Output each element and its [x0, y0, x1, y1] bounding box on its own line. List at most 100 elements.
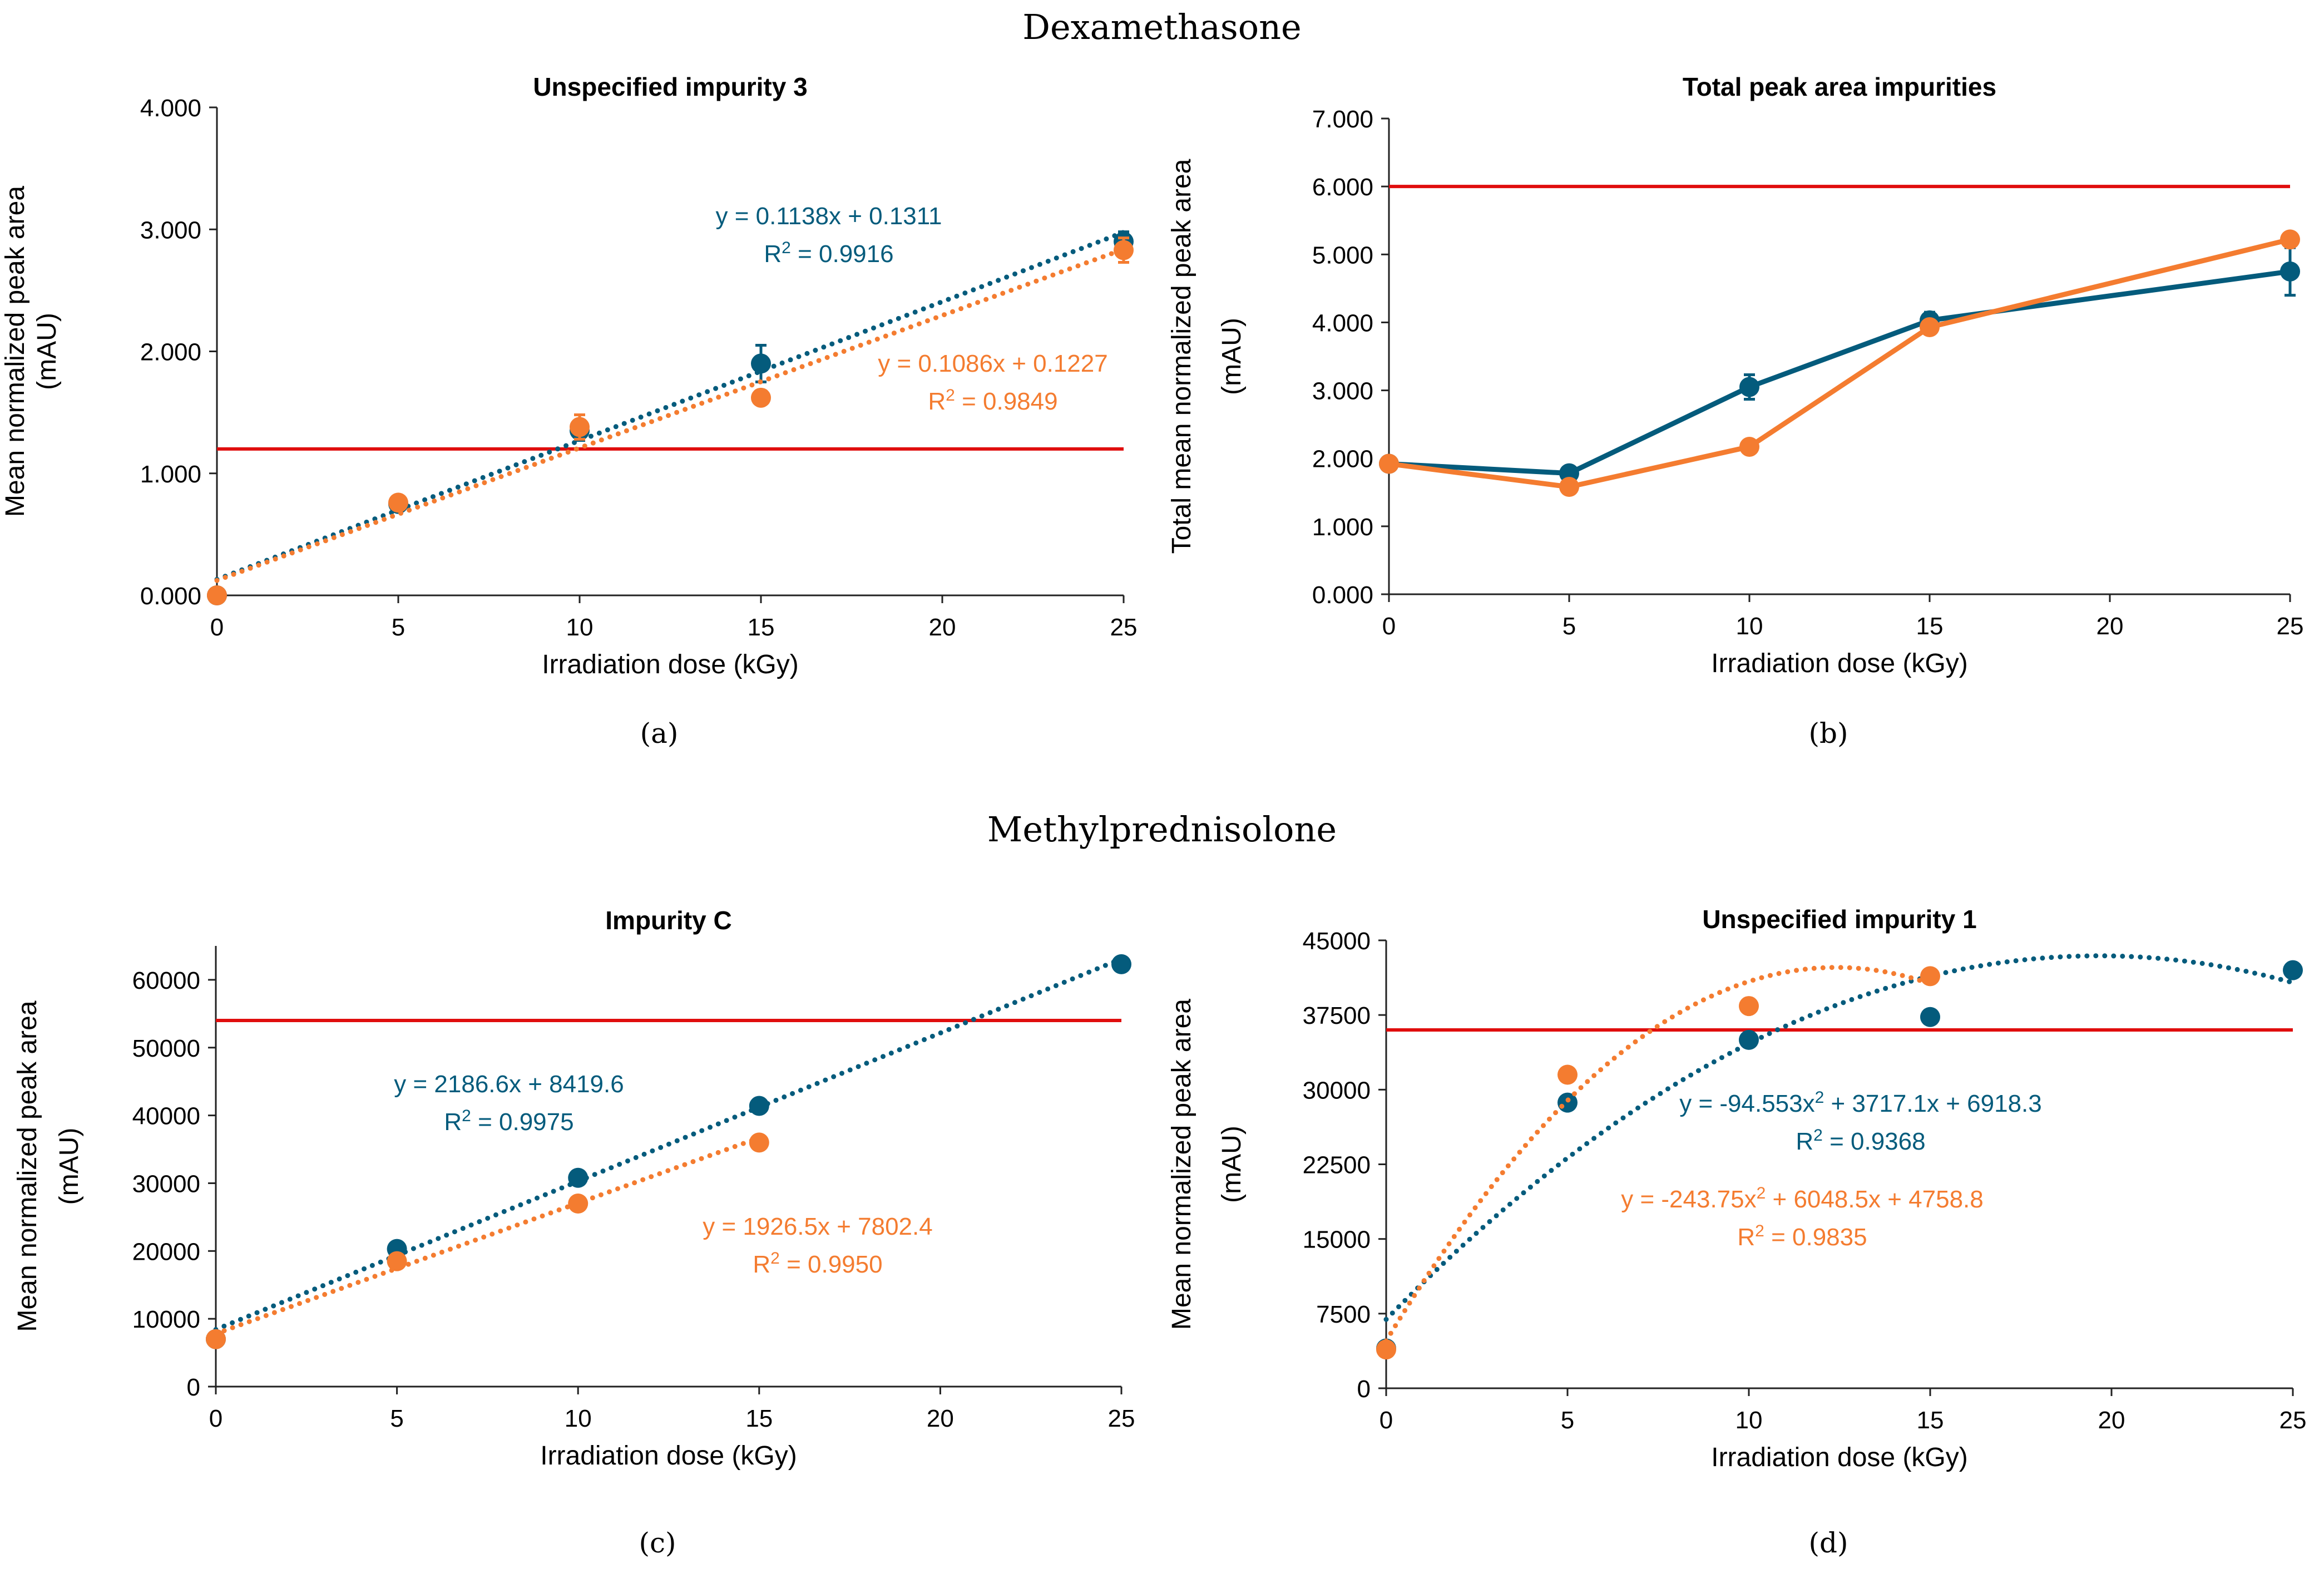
x-axis-label: Irradiation dose (kGy) — [1711, 1443, 1968, 1472]
r-squared-blue: R2 = 0.9975 — [444, 1107, 573, 1136]
equation-rest: + 3717.1x + 6918.3 — [1824, 1090, 2041, 1117]
r-squared-exponent: 2 — [782, 239, 791, 257]
r-squared-orange: R2 = 0.9835 — [1737, 1222, 1867, 1251]
x-tick-label: 10 — [566, 614, 594, 641]
trendline-equation-blue: y = -94.553x2 + 3717.1x + 6918.3 — [1679, 1088, 2042, 1117]
chart-title: Unspecified impurity 1 — [1702, 905, 1976, 934]
y-tick-label: 30000 — [1303, 1077, 1371, 1104]
y-tick-label: 20000 — [132, 1238, 200, 1265]
x-tick-label: 10 — [565, 1405, 592, 1432]
section-title-dexamethasone: Dexamethasone — [1022, 7, 1301, 47]
panel-caption: (c) — [639, 1527, 676, 1559]
y-axis-label: Mean normalized peak area — [13, 1000, 42, 1332]
r-squared-exponent: 2 — [770, 1249, 780, 1268]
y-axis-label-units: (mAU) — [55, 1128, 84, 1205]
data-point-blue — [568, 1167, 589, 1188]
data-point-blue — [751, 353, 771, 374]
data-point-orange — [1376, 1339, 1396, 1360]
y-tick-label: 1.000 — [1312, 514, 1373, 541]
data-point-orange — [1739, 996, 1759, 1017]
x-tick-label: 0 — [1382, 613, 1396, 640]
y-axis-label-units: (mAU) — [32, 313, 62, 390]
x-tick-label: 25 — [2280, 1407, 2307, 1434]
y-tick-label: 5.000 — [1312, 241, 1373, 269]
y-tick-label: 4.000 — [1312, 309, 1373, 337]
y-tick-label: 0.000 — [140, 583, 201, 610]
x-tick-label: 10 — [1735, 1407, 1763, 1434]
equation-exponent: 2 — [1815, 1088, 1824, 1107]
data-point-orange — [749, 1132, 769, 1153]
r-squared-value: = 0.9368 — [1823, 1128, 1926, 1155]
trendline-equation-orange: y = 0.1086x + 0.1227 — [878, 350, 1107, 377]
r-squared-orange: R2 = 0.9849 — [928, 386, 1057, 415]
x-tick-label: 15 — [748, 614, 775, 641]
y-tick-label: 22500 — [1303, 1152, 1371, 1179]
data-point-orange — [751, 387, 771, 408]
trendline-orange — [214, 246, 1126, 583]
trendline-blue — [213, 956, 1124, 1332]
chart-title: Total peak area impurities — [1683, 72, 1996, 101]
y-tick-label: 45000 — [1303, 928, 1371, 955]
y-tick-label: 0.000 — [1312, 581, 1373, 609]
y-axis-label-units: (mAU) — [1217, 318, 1247, 395]
y-axis-label: Mean normalized peak area — [1167, 999, 1196, 1330]
data-point-orange — [1739, 436, 1759, 457]
y-tick-label: 10000 — [132, 1306, 200, 1333]
chart-title: Unspecified impurity 3 — [533, 72, 807, 101]
x-axis-label: Irradiation dose (kGy) — [542, 650, 799, 679]
x-tick-label: 25 — [1108, 1405, 1135, 1432]
data-point-blue — [749, 1096, 769, 1116]
equation-rest: + 6048.5x + 4758.8 — [1766, 1186, 1983, 1213]
data-point-orange — [206, 1329, 226, 1349]
x-tick-label: 0 — [209, 1405, 222, 1432]
r-squared-value: = 0.9849 — [955, 388, 1058, 415]
y-tick-label: 7500 — [1316, 1301, 1371, 1328]
r-squared-value: = 0.9950 — [780, 1251, 883, 1278]
trendline-equation-orange: y = -243.75x2 + 6048.5x + 4758.8 — [1621, 1184, 1984, 1213]
x-tick-label: 5 — [1561, 1407, 1574, 1434]
x-axis-label: Irradiation dose (kGy) — [540, 1441, 797, 1471]
trendline-orange — [1383, 965, 1933, 1344]
data-point-orange — [1559, 477, 1579, 497]
y-tick-label: 0 — [1357, 1375, 1371, 1403]
data-point-blue — [2283, 960, 2303, 980]
data-point-blue — [1739, 1029, 1759, 1050]
y-tick-label: 15000 — [1303, 1226, 1371, 1254]
series-line-blue — [1388, 269, 2291, 476]
chart-panel-b: Total peak area impurities 0.000 1.000 2.00… — [1167, 72, 2303, 749]
data-point-blue — [1920, 1007, 1940, 1027]
y-tick-label: 1.000 — [140, 461, 201, 488]
data-point-blue — [1739, 377, 1759, 397]
x-tick-label: 20 — [2096, 613, 2124, 640]
chart-panel-d: Unspecified impurity 1 0 7500 15000 22500 300… — [1167, 905, 2306, 1559]
y-tick-label: 2.000 — [1312, 446, 1373, 473]
data-point-orange — [388, 492, 408, 513]
chart-panel-c: Impurity C 0 10000 20000 30000 40000 50000 6000… — [13, 906, 1135, 1559]
y-tick-label: 50000 — [132, 1035, 200, 1062]
equation-exponent: 2 — [1757, 1184, 1766, 1202]
section-title-methylprednisolone: Methylprednisolone — [987, 809, 1337, 850]
panel-caption: (b) — [1808, 717, 1848, 749]
y-axis-label-units: (mAU) — [1217, 1126, 1247, 1203]
chart-panel-a: Unspecified impurity 3 0.000 1.000 2.000 3.0… — [1, 72, 1137, 749]
x-tick-label: 5 — [392, 614, 405, 641]
r-squared-blue: R2 = 0.9916 — [764, 239, 893, 268]
y-tick-label: 60000 — [132, 967, 200, 994]
y-tick-label: 7.000 — [1312, 106, 1373, 133]
r-squared-orange: R2 = 0.9950 — [753, 1249, 882, 1278]
trendline-equation-blue: y = 0.1138x + 0.1311 — [716, 203, 942, 230]
series-line-orange — [1388, 237, 2291, 490]
trendline-blue — [1383, 953, 2296, 1322]
trendline-blue — [214, 230, 1126, 582]
trendline-orange — [213, 1135, 762, 1337]
x-tick-label: 20 — [929, 614, 956, 641]
data-point-orange — [387, 1251, 407, 1271]
x-tick-label: 20 — [927, 1405, 954, 1432]
data-point-orange — [1379, 453, 1399, 474]
r-squared-exponent: 2 — [1813, 1126, 1823, 1145]
y-tick-label: 3.000 — [140, 216, 201, 244]
r-squared-value: = 0.9975 — [471, 1108, 574, 1136]
y-axis-label: Total mean normalized peak area — [1167, 159, 1196, 554]
r-squared-value: = 0.9835 — [1764, 1224, 1867, 1251]
